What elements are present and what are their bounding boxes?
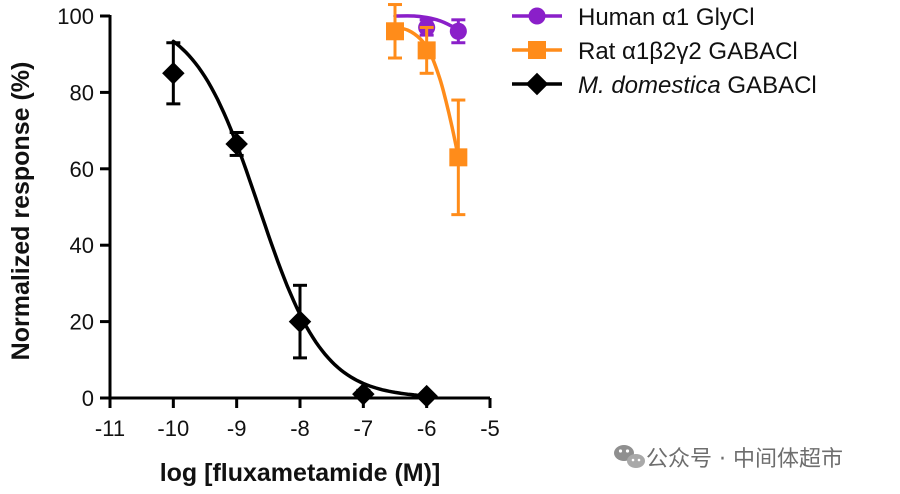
data-point-2-2 (288, 283, 312, 360)
y-tick-label: 20 (70, 310, 94, 335)
marker-square (386, 22, 404, 41)
x-axis: -11 -10 -9 -8 -7 -6 -5 (95, 396, 500, 441)
legend-item-1: Rat α1β2γ2 GABACl (512, 38, 798, 65)
x-tick-label: -6 (417, 416, 437, 441)
marker-square (417, 41, 436, 60)
marker-diamond (415, 384, 438, 408)
marker-diamond (288, 310, 312, 333)
y-tick-label: 60 (70, 157, 94, 182)
x-tick-label: -11 (95, 416, 125, 441)
legend: Human α1 GlyCl Rat α1β2γ2 GABACl M. domest… (512, 4, 817, 99)
marker-diamond (225, 132, 248, 156)
legend-item-2: M. domestica GABACl (512, 72, 817, 99)
legend-marker (528, 41, 546, 59)
legend-label: M. domestica GABACl (578, 72, 817, 99)
fit-curves (171, 14, 461, 398)
data-point-1-1 (417, 25, 436, 75)
marker-square (449, 148, 468, 167)
x-tick-label: -10 (157, 416, 189, 441)
legend-marker (528, 7, 546, 25)
data-point-2-0 (162, 41, 185, 106)
fit-curve-1 (393, 25, 461, 160)
wechat-icon (614, 445, 645, 468)
y-tick-label: 40 (70, 233, 94, 258)
x-tick-label: -7 (354, 416, 374, 441)
data-point-1-0 (386, 3, 404, 60)
x-tick-label: -8 (290, 416, 310, 441)
data-point-2-3 (352, 382, 375, 406)
y-tick-label: 0 (82, 386, 94, 411)
marker-diamond (162, 62, 185, 85)
watermark: 公众号 · 中间体超市 (614, 445, 843, 472)
legend-item-0: Human α1 GlyCl (512, 4, 755, 31)
y-tick-label: 80 (70, 80, 94, 105)
legend-marker (525, 72, 549, 96)
data-point-1-2 (449, 98, 468, 217)
legend-label: Rat α1β2γ2 GABACl (578, 38, 798, 65)
data-point-2-1 (225, 131, 248, 157)
data-points (162, 3, 468, 408)
marker-circle (449, 22, 467, 40)
y-tick-label: 100 (57, 4, 94, 29)
y-axis: 0 20 40 60 80 100 (57, 4, 112, 411)
y-axis-title: Normalized response (%) (7, 62, 35, 361)
watermark-text: 公众号 · 中间体超市 (646, 447, 843, 472)
marker-diamond (352, 382, 375, 406)
x-tick-label: -9 (227, 416, 247, 441)
x-axis-title: log [fluxametamide (M)] (160, 459, 441, 487)
legend-label: Human α1 GlyCl (578, 4, 755, 31)
x-tick-label: -5 (480, 416, 500, 441)
data-point-0-1 (449, 18, 467, 45)
data-point-2-4 (415, 384, 438, 408)
